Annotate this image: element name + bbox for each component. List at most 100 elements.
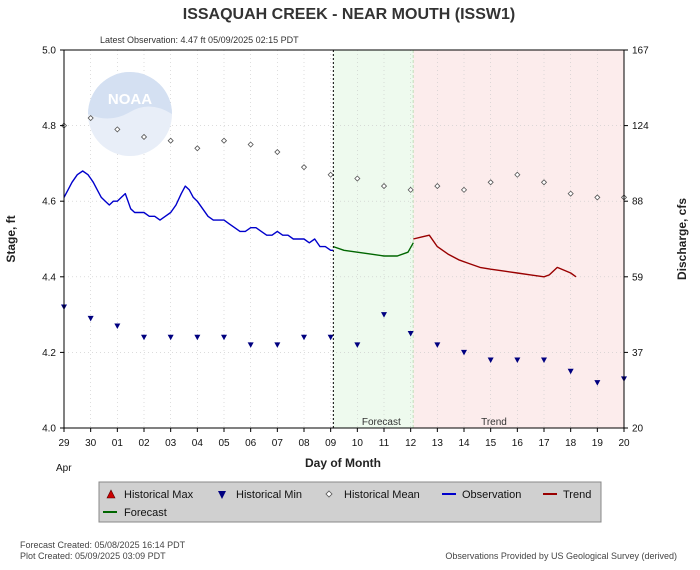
- data-series: [60, 114, 628, 386]
- y-tick-label: 4.8: [42, 121, 56, 132]
- legend-historical-max-marker: [106, 489, 116, 499]
- x-tick-label: 16: [512, 438, 524, 449]
- x-tick-label: 13: [432, 438, 444, 449]
- historical-mean-point: [220, 137, 228, 144]
- y-tick-label: 4.6: [42, 197, 56, 208]
- x-tick-label: 10: [352, 438, 364, 449]
- legend-historical-mean-marker: [325, 490, 333, 498]
- historical-min-point: [541, 357, 547, 363]
- noaa-logo-wave: [88, 72, 172, 119]
- x-tick-label: 11: [379, 438, 390, 449]
- forecast-line: [333, 242, 414, 257]
- historical-min-point: [327, 334, 334, 341]
- historical-min-point: [141, 334, 147, 341]
- y-tick-label: 5.0: [42, 46, 56, 57]
- historical-min-point: [407, 331, 414, 337]
- x-tick-label: 02: [138, 438, 150, 449]
- historical-mean-point: [194, 145, 201, 152]
- legend-item-historical-min: Historical Min: [218, 489, 302, 501]
- plot-created: Plot Created: 05/09/2025 03:09 PDT: [20, 551, 166, 561]
- historical-min-point: [114, 323, 121, 329]
- legend-item-forecast: Forecast: [103, 507, 167, 519]
- historical-mean-point: [407, 186, 414, 193]
- legend-item-historical-max: Historical Max: [106, 489, 194, 501]
- historical-mean-point: [300, 164, 308, 171]
- y2-tick-label: 124: [632, 121, 649, 132]
- x-tick-label: 01: [112, 438, 124, 449]
- observation-line: [63, 170, 334, 252]
- x-axis-label: Day of Month: [305, 456, 381, 470]
- historical-mean-point: [460, 186, 468, 193]
- legend-observation-label: Observation: [462, 489, 521, 501]
- axes: 29 30 01 02 03 04 05 06 07 08 09 10 11 12 13 14 15 16 17 18…: [42, 46, 649, 450]
- legend-historical-mean-label: Historical Mean: [344, 489, 420, 501]
- x-tick-label: 05: [218, 438, 230, 449]
- historical-mean-point: [167, 137, 174, 144]
- historical-mean-point: [514, 171, 521, 178]
- legend-item-observation: Observation: [442, 489, 521, 501]
- month-label: Apr: [56, 463, 72, 474]
- legend-trend-label: Trend: [563, 489, 591, 501]
- x-tick-label: 08: [298, 438, 310, 449]
- y-tick-label: 4.2: [42, 348, 56, 359]
- historical-min-point: [461, 349, 467, 356]
- forecast-zone-label: Forecast: [362, 417, 401, 428]
- latest-observation: Latest Observation: 4.47 ft 05/09/2025 0…: [100, 35, 299, 45]
- historical-mean-point: [87, 114, 94, 122]
- trend-zone-label: Trend: [481, 417, 507, 428]
- x-tick-label: 07: [272, 438, 284, 449]
- forecast-trend-zones: [333, 50, 624, 428]
- y2-tick-label: 37: [632, 348, 644, 359]
- y2-tick-label: 88: [632, 197, 644, 208]
- historical-mean-point: [487, 179, 494, 186]
- historical-mean-point: [114, 126, 121, 133]
- x-tick-label: 17: [538, 438, 550, 449]
- y2-tick-label: 59: [632, 272, 644, 283]
- x-tick-label: 30: [85, 438, 97, 449]
- x-tick-label: 06: [245, 438, 257, 449]
- x-tick-label: 29: [58, 438, 70, 449]
- y2-tick-label: 20: [632, 424, 644, 435]
- x-tick-label: 18: [565, 438, 577, 449]
- historical-min-point: [381, 312, 387, 318]
- legend-historical-max-label: Historical Max: [124, 489, 194, 501]
- historical-mean-point: [540, 179, 548, 186]
- legend-historical-min-marker: [218, 491, 226, 499]
- trend-zone: [413, 50, 624, 428]
- historical-min-point: [194, 334, 201, 341]
- historical-min-point: [567, 368, 574, 375]
- x-tick-label: 12: [405, 438, 417, 449]
- historical-min-point: [274, 342, 281, 348]
- historical-min-point: [354, 342, 361, 348]
- x-tick-label: 03: [165, 438, 177, 449]
- historical-mean-point: [434, 183, 441, 190]
- historical-min-point: [247, 342, 254, 348]
- historical-mean-point: [380, 183, 388, 190]
- chart-title: ISSAQUAH CREEK - NEAR MOUTH (ISSW1): [183, 6, 515, 23]
- legend-item-trend: Trend: [543, 489, 591, 501]
- y-axis-label: Stage, ft: [4, 215, 18, 262]
- historical-mean-point: [247, 141, 254, 148]
- forecast-created: Forecast Created: 05/08/2025 16:14 PDT: [20, 540, 186, 550]
- legend-forecast-label: Forecast: [124, 507, 167, 519]
- x-tick-label: 04: [192, 438, 204, 449]
- plot-frame: [63, 49, 625, 429]
- noaa-logo-text: NOAA: [108, 91, 152, 108]
- legend-box: [98, 481, 602, 523]
- historical-mean-point: [140, 133, 148, 141]
- historical-min-point: [514, 357, 521, 363]
- historical-min-point: [221, 334, 227, 341]
- grid-lines: [64, 50, 624, 428]
- y2-tick-label: 167: [632, 46, 649, 57]
- y-tick-label: 4.4: [42, 272, 56, 283]
- historical-min-point: [167, 334, 174, 341]
- data-source-note: Observations Provided by US Geological S…: [445, 551, 677, 561]
- x-tick-label: 09: [325, 438, 337, 449]
- historical-mean-point: [327, 171, 334, 178]
- x-tick-label: 19: [592, 438, 604, 449]
- y-tick-label: 4.0: [42, 424, 56, 435]
- forecast-zone: [333, 50, 414, 428]
- historical-min-point: [594, 380, 601, 386]
- historical-mean-point: [274, 148, 281, 156]
